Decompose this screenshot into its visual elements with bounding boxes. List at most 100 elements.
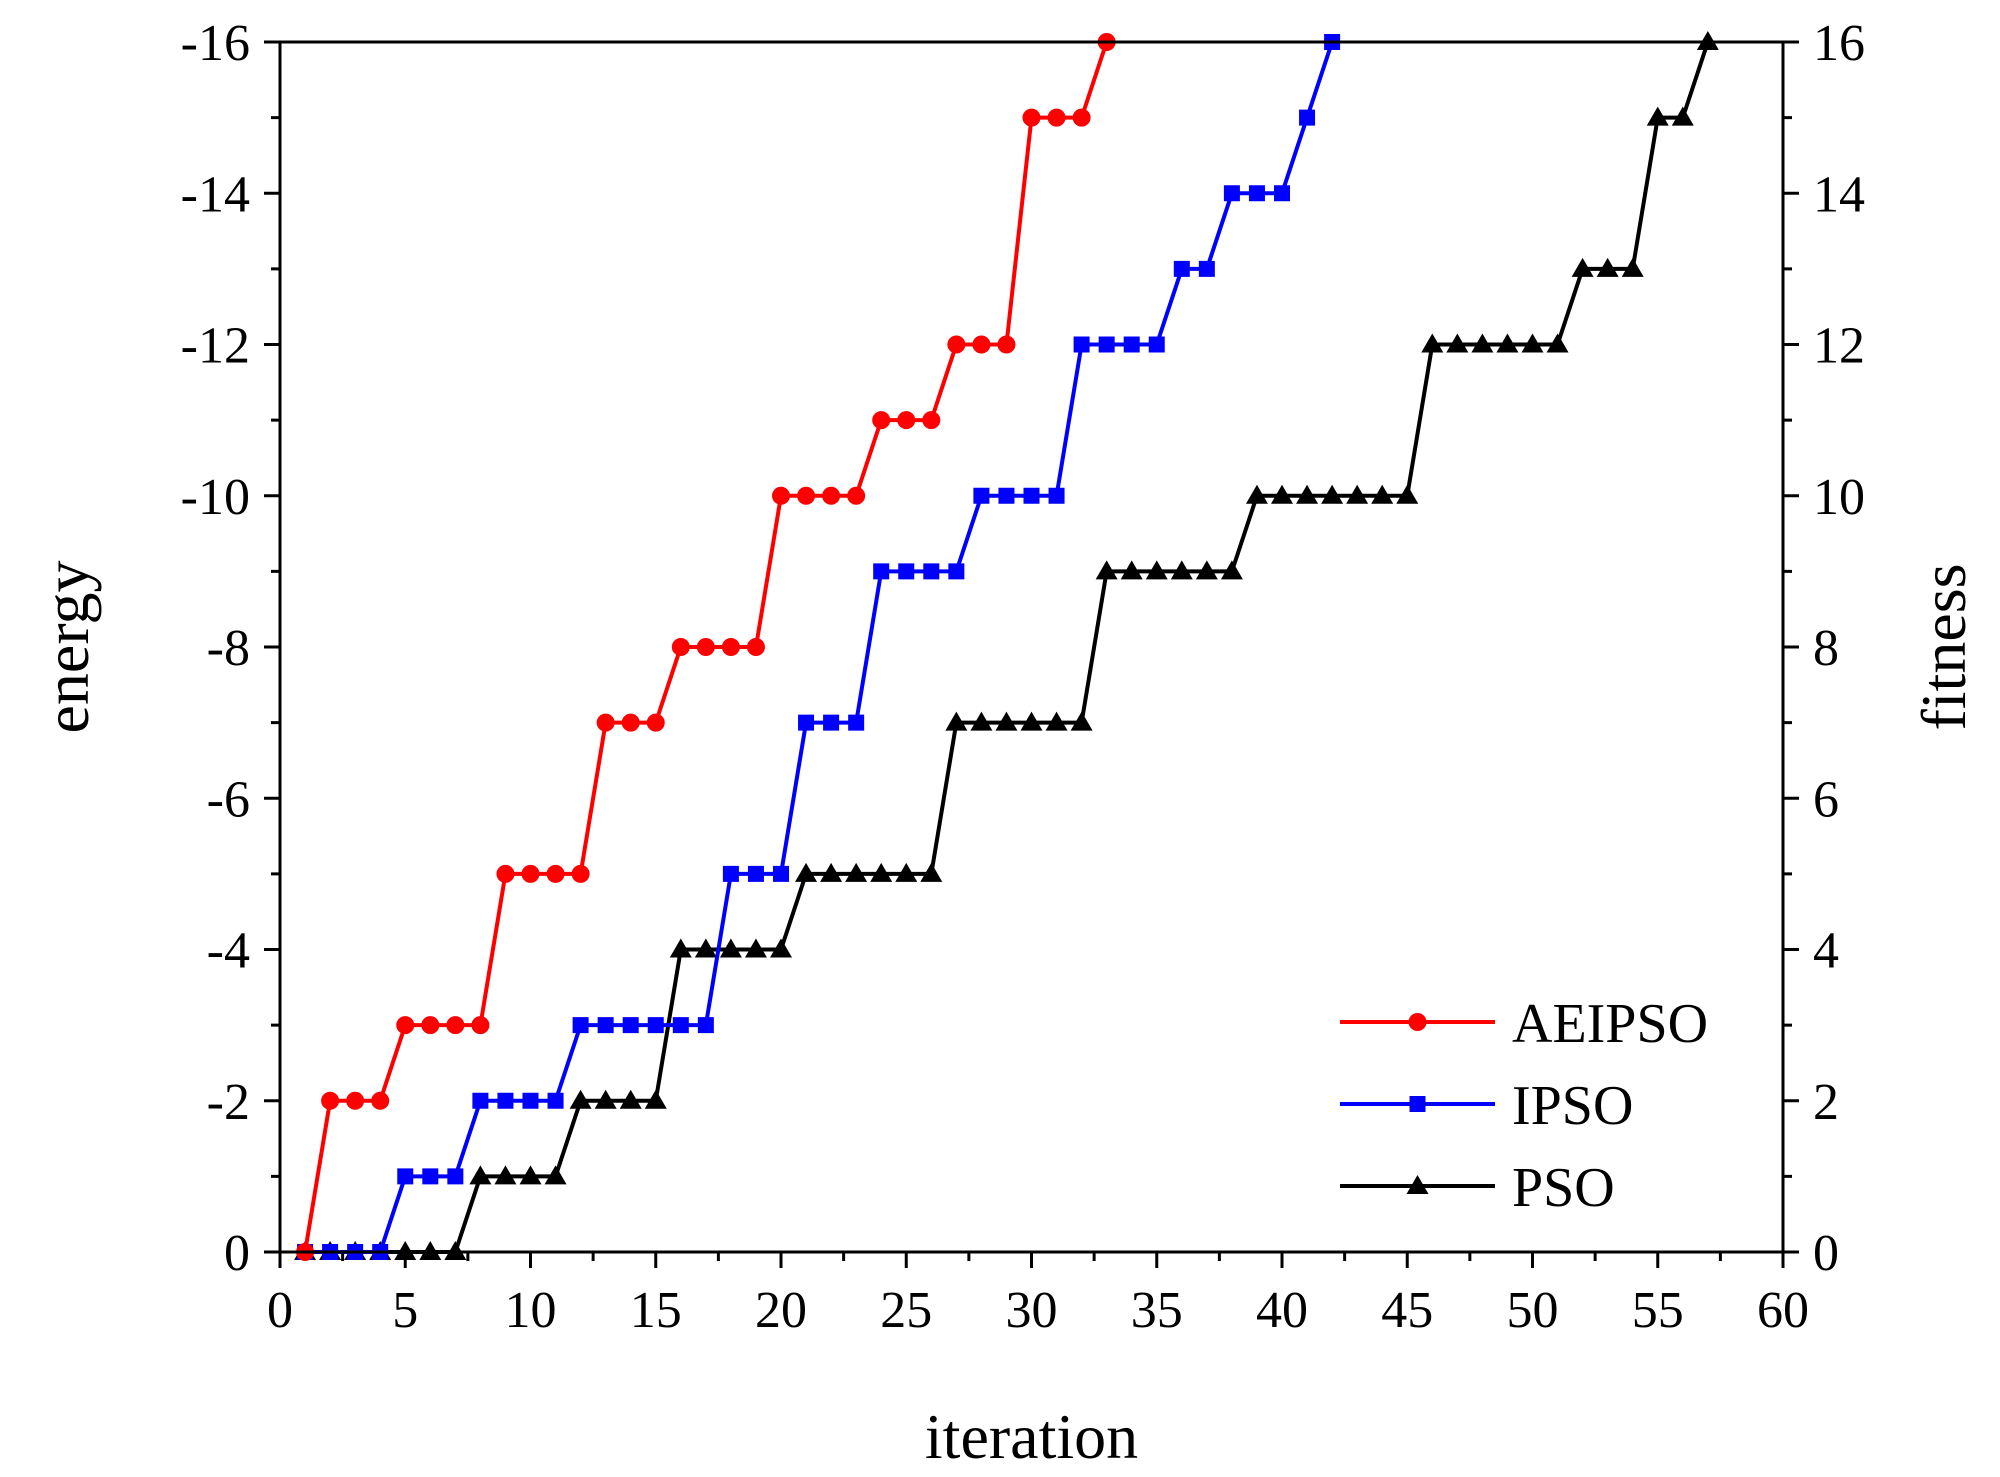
ticks-layer: 0 5 10 15 20 25 30 35 40 45 50 55 600 0-2 2-4 4-6 6-8 8-1… — [181, 15, 1865, 1339]
legend-label: AEIPSO — [1512, 993, 1708, 1055]
data-point-aeipso — [571, 864, 590, 883]
data-point-pso — [1296, 484, 1319, 504]
legend-marker — [1409, 1096, 1426, 1112]
data-point-aeipso — [897, 411, 916, 430]
series-aeipso — [296, 33, 1116, 1261]
data-point-pso — [619, 1089, 642, 1109]
data-point-aeipso — [972, 335, 991, 354]
right-y-axis-title: fitness — [1908, 563, 1979, 730]
data-point-pso — [1521, 333, 1544, 353]
x-tick-label: 50 — [1507, 1282, 1559, 1339]
series-ipso — [297, 34, 1341, 1260]
data-point-pso — [1170, 560, 1193, 580]
data-point-pso — [1621, 257, 1644, 277]
data-point-aeipso — [797, 486, 816, 505]
series-layer — [294, 31, 1719, 1261]
data-point-ipso — [898, 563, 915, 580]
data-point-ipso — [422, 1168, 439, 1185]
data-point-pso — [669, 938, 692, 958]
data-point-ipso — [1023, 487, 1040, 504]
data-point-pso — [1095, 560, 1118, 580]
data-point-ipso — [672, 1017, 689, 1034]
series-line-ipso — [305, 41, 1334, 1254]
data-point-pso — [1020, 711, 1043, 731]
right-y-tick-label: 8 — [1813, 620, 1839, 677]
data-point-pso — [1646, 106, 1669, 126]
data-point-aeipso — [822, 486, 841, 505]
data-point-aeipso — [371, 1091, 390, 1110]
data-point-pso — [920, 862, 943, 882]
data-point-ipso — [1299, 109, 1316, 126]
data-point-ipso — [1073, 336, 1090, 353]
data-point-ipso — [973, 487, 990, 504]
data-point-ipso — [647, 1017, 664, 1034]
right-y-tick-label: 16 — [1813, 15, 1865, 72]
data-point-pso — [820, 862, 843, 882]
data-point-ipso — [747, 865, 764, 882]
data-point-ipso — [572, 1017, 589, 1034]
data-point-ipso — [597, 1017, 614, 1034]
data-point-aeipso — [997, 335, 1016, 354]
data-point-ipso — [1148, 336, 1165, 353]
data-point-pso — [1546, 333, 1569, 353]
legend-item-ipso: IPSO — [1340, 1075, 1633, 1137]
left-y-tick-label: 0 — [224, 1225, 250, 1282]
right-y-tick-label: 12 — [1813, 318, 1865, 375]
left-y-tick-label: -14 — [181, 166, 250, 223]
data-point-ipso — [447, 1168, 464, 1185]
x-tick-label: 15 — [630, 1282, 682, 1339]
data-point-pso — [1120, 560, 1143, 580]
data-point-pso — [1596, 257, 1619, 277]
x-tick-label: 40 — [1256, 1282, 1308, 1339]
data-point-pso — [945, 711, 968, 731]
data-point-pso — [469, 1165, 492, 1185]
data-point-pso — [1396, 484, 1419, 504]
data-point-pso — [1145, 560, 1168, 580]
left-y-tick-label: -4 — [207, 923, 250, 980]
x-tick-label: 30 — [1006, 1282, 1058, 1339]
left-y-axis-title: energy — [31, 561, 102, 734]
data-point-aeipso — [847, 486, 866, 505]
left-y-tick-label: -10 — [181, 469, 250, 526]
data-point-pso — [694, 938, 717, 958]
data-point-aeipso — [696, 638, 715, 656]
legend-label: PSO — [1512, 1157, 1615, 1219]
data-point-pso — [1671, 106, 1694, 126]
data-point-aeipso — [1072, 108, 1091, 127]
data-point-ipso — [848, 714, 865, 731]
data-point-ipso — [1274, 185, 1290, 202]
data-point-pso — [719, 938, 742, 958]
legend-item-aeipso: AEIPSO — [1340, 993, 1708, 1055]
data-point-pso — [845, 862, 868, 882]
data-point-aeipso — [396, 1016, 415, 1035]
data-point-aeipso — [1047, 108, 1066, 127]
data-point-aeipso — [922, 411, 941, 430]
data-point-ipso — [472, 1092, 489, 1109]
x-tick-label: 0 — [267, 1282, 293, 1339]
data-point-ipso — [622, 1017, 639, 1034]
data-point-aeipso — [746, 638, 765, 656]
data-point-pso — [1496, 333, 1519, 353]
data-point-pso — [795, 862, 818, 882]
data-point-aeipso — [1022, 108, 1041, 127]
data-point-pso — [1571, 257, 1594, 277]
data-point-aeipso — [471, 1016, 490, 1035]
data-point-pso — [995, 711, 1018, 731]
data-point-aeipso — [872, 411, 891, 430]
data-point-pso — [870, 862, 893, 882]
right-y-tick-label: 6 — [1813, 771, 1839, 828]
right-y-tick-label: 14 — [1813, 166, 1865, 223]
legend-item-pso: PSO — [1340, 1157, 1615, 1219]
legend-marker — [1408, 1013, 1427, 1031]
data-point-pso — [1321, 484, 1344, 504]
right-y-tick-label: 0 — [1813, 1225, 1839, 1282]
legend-label: IPSO — [1512, 1075, 1633, 1137]
data-point-pso — [544, 1165, 567, 1185]
data-point-ipso — [397, 1168, 414, 1185]
data-point-ipso — [722, 865, 739, 882]
data-point-pso — [1195, 560, 1218, 580]
data-point-aeipso — [947, 335, 966, 354]
data-point-ipso — [1248, 185, 1265, 202]
x-axis-title: iteration — [925, 1401, 1138, 1472]
